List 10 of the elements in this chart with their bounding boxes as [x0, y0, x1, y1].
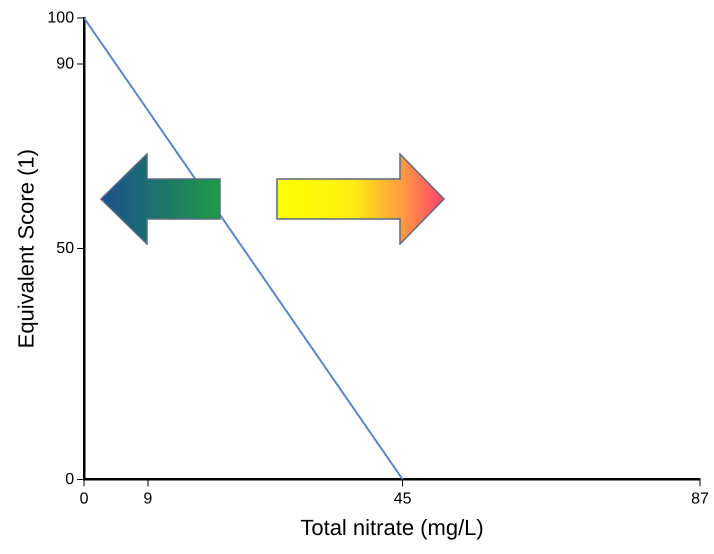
x-axis-title: Total nitrate (mg/L) — [300, 514, 484, 540]
y-tick-label: 90 — [56, 56, 74, 73]
x-tick-label: 0 — [80, 490, 89, 508]
x-tick-label: 9 — [143, 490, 152, 508]
y-tick-label: 100 — [47, 9, 74, 26]
y-axis-title: Equivalent Score (1) — [13, 149, 38, 348]
y-tick-label: 0 — [65, 470, 74, 488]
y-tick-label: 50 — [56, 240, 74, 258]
x-tick-label: 87 — [691, 490, 709, 508]
x-tick-label: 45 — [394, 490, 412, 508]
